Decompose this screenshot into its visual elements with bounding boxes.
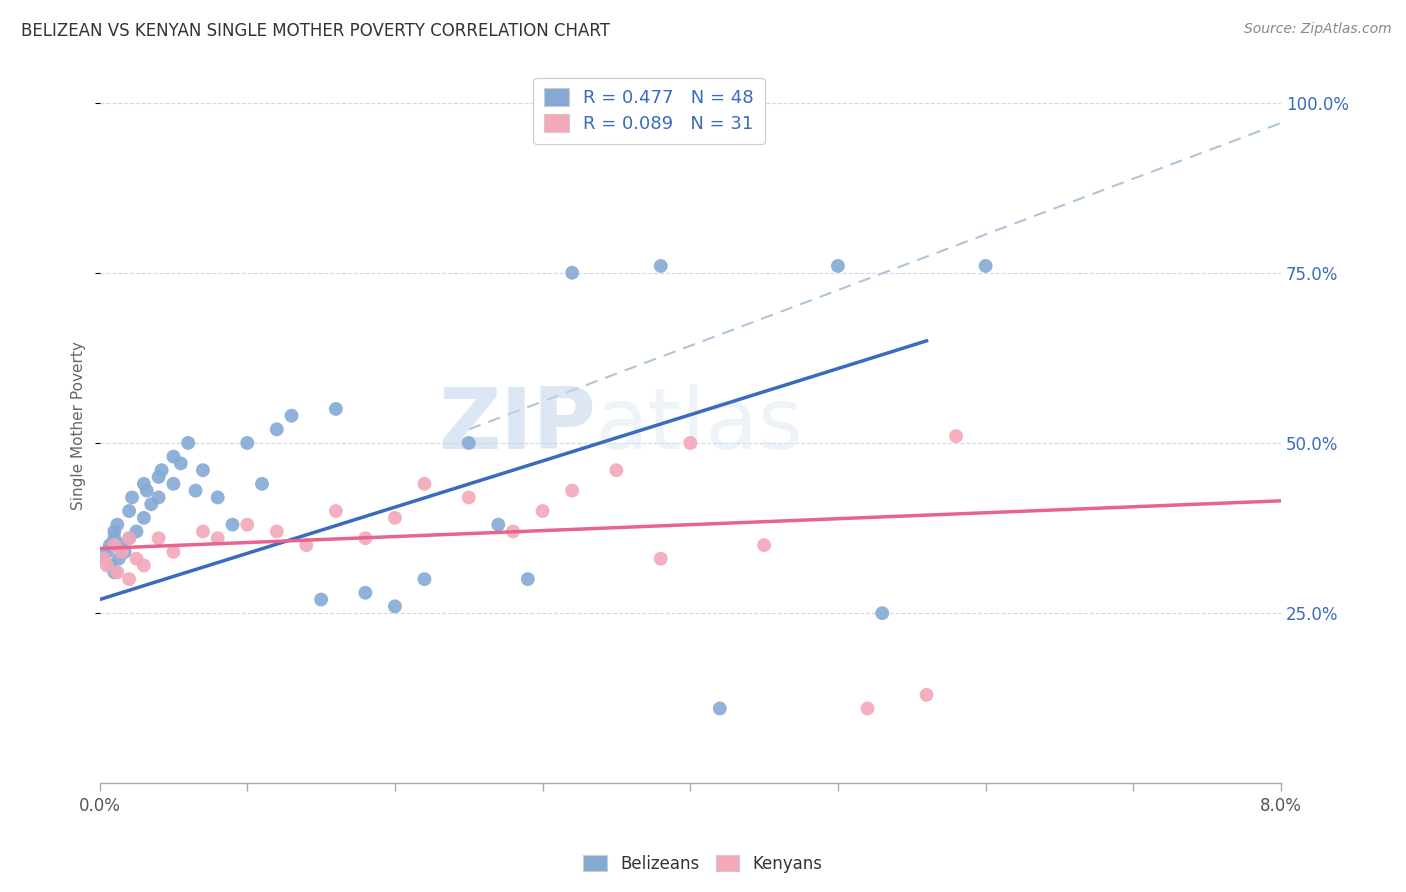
Point: [354, 586, 377, 600]
Text: ZIP: ZIP: [439, 384, 596, 467]
Point: [184, 483, 207, 498]
Point: [111, 538, 134, 552]
Point: [561, 266, 583, 280]
Point: [162, 450, 184, 464]
Point: [114, 545, 136, 559]
Point: [93, 551, 115, 566]
Point: [354, 531, 377, 545]
Text: Source: ZipAtlas.com: Source: ZipAtlas.com: [1244, 22, 1392, 37]
Point: [413, 572, 436, 586]
Point: [457, 491, 479, 505]
Point: [191, 524, 214, 539]
Point: [752, 538, 775, 552]
Point: [531, 504, 554, 518]
Point: [502, 524, 524, 539]
Point: [650, 551, 672, 566]
Point: [486, 517, 509, 532]
Point: [384, 599, 406, 614]
Point: [709, 701, 731, 715]
Point: [98, 538, 121, 552]
Point: [280, 409, 302, 423]
Point: [141, 497, 163, 511]
Y-axis label: Single Mother Poverty: Single Mother Poverty: [72, 342, 86, 510]
Point: [111, 545, 134, 559]
Point: [93, 551, 115, 566]
Point: [132, 558, 155, 573]
Point: [413, 476, 436, 491]
Point: [236, 517, 259, 532]
Point: [827, 259, 849, 273]
Point: [856, 701, 879, 715]
Point: [132, 476, 155, 491]
Point: [915, 688, 938, 702]
Point: [107, 551, 129, 566]
Point: [148, 491, 170, 505]
Point: [118, 531, 141, 545]
Text: atlas: atlas: [596, 384, 804, 467]
Point: [148, 531, 170, 545]
Point: [561, 483, 583, 498]
Legend: Belizeans, Kenyans: Belizeans, Kenyans: [576, 848, 830, 880]
Point: [191, 463, 214, 477]
Point: [266, 422, 288, 436]
Point: [457, 436, 479, 450]
Point: [105, 566, 128, 580]
Point: [148, 470, 170, 484]
Point: [207, 531, 229, 545]
Point: [162, 476, 184, 491]
Point: [162, 545, 184, 559]
Point: [384, 511, 406, 525]
Point: [103, 566, 125, 580]
Point: [150, 463, 173, 477]
Point: [236, 436, 259, 450]
Point: [605, 463, 627, 477]
Point: [325, 504, 347, 518]
Point: [679, 436, 702, 450]
Point: [207, 491, 229, 505]
Point: [135, 483, 157, 498]
Point: [118, 572, 141, 586]
Point: [945, 429, 967, 443]
Point: [177, 436, 200, 450]
Point: [96, 545, 118, 559]
Text: BELIZEAN VS KENYAN SINGLE MOTHER POVERTY CORRELATION CHART: BELIZEAN VS KENYAN SINGLE MOTHER POVERTY…: [21, 22, 610, 40]
Point: [170, 456, 193, 470]
Point: [132, 511, 155, 525]
Point: [103, 524, 125, 539]
Point: [125, 524, 148, 539]
Point: [105, 517, 128, 532]
Point: [103, 538, 125, 552]
Point: [516, 572, 538, 586]
Point: [118, 504, 141, 518]
Point: [221, 517, 243, 532]
Point: [96, 558, 118, 573]
Point: [309, 592, 332, 607]
Point: [974, 259, 997, 273]
Point: [103, 531, 125, 545]
Point: [100, 558, 122, 573]
Point: [870, 606, 893, 620]
Point: [121, 491, 143, 505]
Legend: R = 0.477   N = 48, R = 0.089   N = 31: R = 0.477 N = 48, R = 0.089 N = 31: [533, 78, 765, 144]
Point: [250, 476, 273, 491]
Point: [266, 524, 288, 539]
Point: [295, 538, 318, 552]
Point: [325, 401, 347, 416]
Point: [650, 259, 672, 273]
Point: [125, 551, 148, 566]
Point: [118, 531, 141, 545]
